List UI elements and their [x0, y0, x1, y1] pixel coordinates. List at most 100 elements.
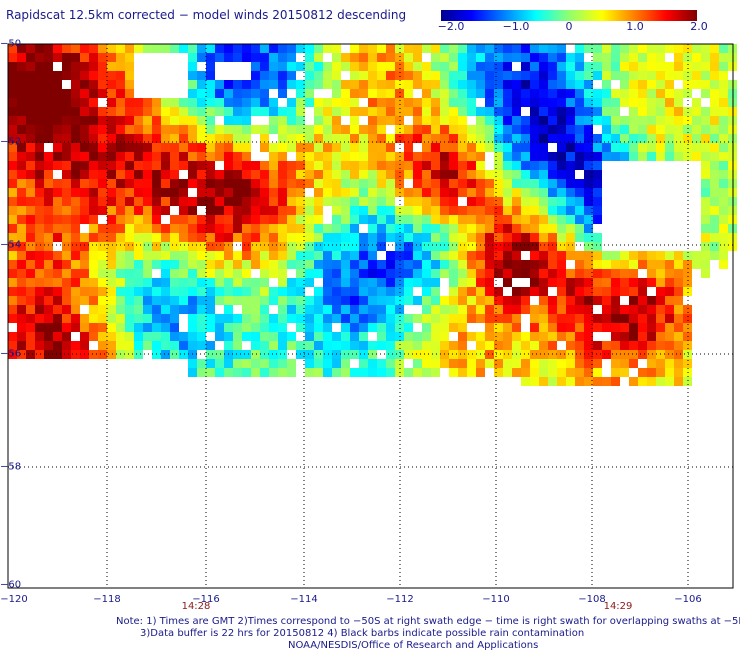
wind-cell — [278, 332, 287, 341]
wind-cell — [620, 251, 629, 260]
wind-cell — [566, 161, 575, 170]
wind-cell — [116, 62, 125, 71]
wind-cell — [242, 134, 251, 143]
wind-cell — [458, 53, 467, 62]
wind-cell — [80, 233, 89, 242]
wind-cell — [260, 89, 269, 98]
wind-cell — [602, 341, 611, 350]
wind-cell — [494, 89, 503, 98]
wind-cell — [80, 62, 89, 71]
wind-cell — [458, 143, 467, 152]
wind-cell — [440, 224, 449, 233]
wind-cell — [620, 71, 629, 80]
wind-cell — [611, 368, 620, 377]
wind-cell — [71, 251, 80, 260]
wind-cell — [413, 80, 422, 89]
wind-cell — [170, 98, 179, 107]
wind-cell — [44, 53, 53, 62]
wind-cell — [278, 287, 287, 296]
wind-cell — [395, 242, 404, 251]
wind-cell — [539, 368, 548, 377]
wind-cell — [494, 332, 503, 341]
wind-cell — [602, 296, 611, 305]
wind-cell — [467, 242, 476, 251]
wind-cell — [674, 134, 683, 143]
wind-cell — [422, 278, 431, 287]
wind-cell — [71, 197, 80, 206]
wind-cell — [629, 125, 638, 134]
wind-cell — [647, 98, 656, 107]
wind-cell — [71, 125, 80, 134]
wind-cell — [242, 170, 251, 179]
wind-cell — [251, 296, 260, 305]
wind-cell — [656, 332, 665, 341]
wind-cell — [206, 125, 215, 134]
wind-cell — [503, 134, 512, 143]
wind-cell — [62, 62, 71, 71]
wind-cell — [629, 332, 638, 341]
wind-cell — [44, 233, 53, 242]
wind-cell — [305, 143, 314, 152]
wind-cell — [503, 98, 512, 107]
wind-cell — [179, 125, 188, 134]
wind-cell — [584, 143, 593, 152]
wind-cell — [647, 278, 656, 287]
wind-cell — [584, 224, 593, 233]
wind-cell — [242, 359, 251, 368]
wind-cell — [719, 80, 728, 89]
wind-cell — [314, 134, 323, 143]
wind-cell — [314, 206, 323, 215]
wind-cell — [521, 71, 530, 80]
wind-cell — [242, 350, 251, 359]
wind-cell — [278, 170, 287, 179]
wind-cell — [548, 107, 557, 116]
wind-cell — [251, 170, 260, 179]
wind-cell — [557, 125, 566, 134]
wind-cell — [548, 332, 557, 341]
wind-cell — [269, 197, 278, 206]
wind-cell — [629, 251, 638, 260]
wind-cell — [629, 107, 638, 116]
wind-cell — [350, 98, 359, 107]
wind-cell — [8, 206, 17, 215]
wind-cell — [710, 134, 719, 143]
wind-cell — [431, 161, 440, 170]
wind-cell — [674, 269, 683, 278]
wind-cell — [17, 296, 26, 305]
wind-cell — [278, 296, 287, 305]
wind-cell — [206, 116, 215, 125]
wind-cell — [548, 314, 557, 323]
wind-cell — [485, 269, 494, 278]
wind-cell — [179, 179, 188, 188]
wind-cell — [359, 341, 368, 350]
wind-cell — [485, 44, 494, 53]
wind-cell — [593, 71, 602, 80]
wind-cell — [530, 44, 539, 53]
wind-cell — [206, 62, 215, 71]
wind-cell — [98, 170, 107, 179]
wind-cell — [8, 80, 17, 89]
wind-cell — [89, 80, 98, 89]
wind-cell — [566, 71, 575, 80]
wind-cell — [665, 305, 674, 314]
wind-cell — [53, 89, 62, 98]
wind-cell — [26, 287, 35, 296]
wind-cell — [683, 125, 692, 134]
wind-cell — [548, 278, 557, 287]
wind-cell — [404, 278, 413, 287]
wind-cell — [8, 170, 17, 179]
wind-cell — [485, 323, 494, 332]
wind-cell — [287, 233, 296, 242]
wind-cell — [638, 125, 647, 134]
wind-cell — [692, 80, 701, 89]
wind-cell — [701, 89, 710, 98]
wind-cell — [296, 143, 305, 152]
wind-cell — [71, 188, 80, 197]
wind-cell — [206, 242, 215, 251]
wind-cell — [701, 233, 710, 242]
wind-cell — [197, 179, 206, 188]
wind-cell — [188, 368, 197, 377]
wind-cell — [125, 350, 134, 359]
wind-cell — [557, 80, 566, 89]
wind-cell — [431, 251, 440, 260]
